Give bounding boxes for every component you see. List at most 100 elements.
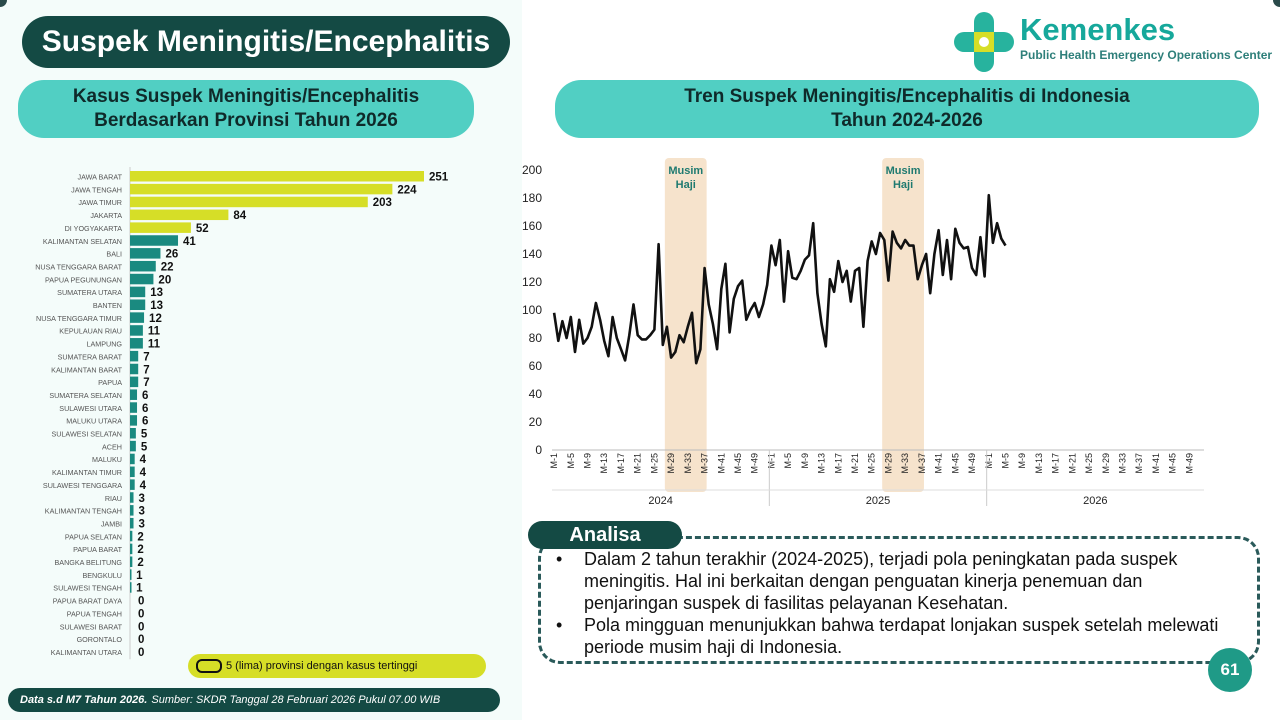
logo-name: Kemenkes (1020, 12, 1176, 47)
week-tick-label: M-45 (950, 453, 960, 474)
bar-chart-title-line1: Kasus Suspek Meningitis/Encephalitis (72, 86, 420, 107)
province-bar (130, 363, 139, 375)
province-bar (130, 402, 138, 413)
bar-chart-title-line2: Berdasarkan Provinsi Tahun 2026 (94, 110, 398, 131)
province-label: SULAWESI TENGGARA (43, 481, 122, 490)
y-tick-label: 180 (522, 191, 542, 205)
province-bar (130, 492, 134, 503)
bar-value-label: 6 (142, 403, 148, 415)
bar-value-label: 1 (136, 570, 143, 582)
week-tick-label: M-13 (817, 453, 827, 474)
province-bar (130, 466, 135, 478)
bar-value-label: 7 (143, 364, 149, 376)
analysis-box (538, 536, 1260, 664)
province-bar (130, 196, 368, 208)
y-tick-label: 100 (522, 303, 542, 317)
province-label: SULAWESI TENGAH (53, 584, 122, 593)
province-label: PAPUA (98, 378, 122, 387)
province-label: JAWA BARAT (78, 173, 123, 182)
bar-value-label: 3 (139, 518, 145, 530)
province-label: SULAWESI UTARA (59, 404, 122, 413)
hajj-band-label: Haji (893, 179, 913, 191)
bar-value-label: 11 (148, 326, 161, 338)
province-label: KALIMANTAN UTARA (51, 648, 122, 657)
province-label: PAPUA PEGUNUNGAN (45, 275, 122, 284)
bar-value-label: 0 (138, 634, 144, 646)
province-label: BALI (106, 250, 122, 259)
week-tick-label: M-33 (683, 453, 693, 474)
province-bar (130, 338, 143, 349)
province-label: NUSA TENGGARA BARAT (35, 262, 122, 271)
bar-value-label: 224 (397, 184, 417, 196)
week-tick-label: M-13 (1034, 453, 1044, 474)
week-tick-label: M-21 (850, 453, 860, 474)
bar-value-label: 84 (233, 210, 246, 222)
province-bar (130, 543, 133, 555)
data-source-footer: Data s.d M7 Tahun 2026. Sumber: SKDR Tan… (8, 688, 500, 712)
kemenkes-logo-icon (954, 12, 1014, 72)
bar-value-label: 26 (165, 249, 178, 261)
week-tick-label: M-29 (666, 453, 676, 474)
bar-value-label: 20 (158, 274, 171, 286)
y-tick-label: 20 (529, 415, 543, 429)
corner-dot (0, 0, 7, 7)
bar-value-label: 4 (140, 480, 147, 492)
province-bar (130, 350, 139, 362)
week-tick-label: M-17 (1051, 453, 1061, 474)
page-number: 61 (1208, 648, 1252, 692)
province-label: KALIMANTAN TIMUR (52, 468, 122, 477)
bar-value-label: 5 (141, 441, 148, 453)
week-tick-label: M-29 (883, 453, 893, 474)
bar-value-label: 7 (143, 377, 149, 389)
footer-bold-text: Data s.d M7 Tahun 2026. (20, 694, 148, 706)
province-label: BANGKA BELITUNG (54, 558, 122, 567)
province-bar (130, 453, 135, 465)
y-tick-label: 200 (522, 163, 542, 177)
province-label: PAPUA TENGAH (67, 609, 122, 618)
bar-chart-title: Kasus Suspek Meningitis/Encephalitis Ber… (18, 80, 474, 138)
province-label: ACEH (102, 442, 122, 451)
legend-marker-icon (196, 659, 222, 673)
kemenkes-logo: Kemenkes Public Health Emergency Operati… (952, 10, 1272, 76)
y-tick-label: 140 (522, 247, 542, 261)
corner-dot (1273, 0, 1280, 7)
province-bar (130, 209, 229, 221)
week-tick-label: M-21 (633, 453, 643, 474)
province-bar (130, 235, 179, 246)
province-bar (130, 415, 138, 426)
y-tick-label: 40 (529, 387, 543, 401)
week-tick-label: M-9 (800, 453, 810, 469)
province-bar (130, 183, 393, 195)
bar-value-label: 22 (161, 261, 174, 273)
province-label: JAMBI (101, 519, 122, 528)
bar-value-label: 0 (138, 596, 144, 608)
province-bar (130, 286, 146, 298)
week-tick-label: M-37 (917, 453, 927, 474)
province-label: NUSA TENGGARA TIMUR (36, 314, 122, 323)
week-tick-label: M-9 (1017, 453, 1027, 469)
province-label: MALUKU (92, 455, 122, 464)
weekly-trend-line-chart: Musim Haji Musim Haji 0 20 40 60 80 100 120 140 160 1… (522, 158, 1204, 507)
y-tick-label: 80 (529, 331, 543, 345)
province-label: KEPULAUAN RIAU (59, 327, 122, 336)
week-tick-label: M-45 (1168, 453, 1178, 474)
province-label: BANTEN (93, 301, 122, 310)
bar-value-label: 13 (150, 300, 163, 312)
province-label: GORONTALO (77, 635, 123, 644)
week-tick-label: M-49 (1184, 453, 1194, 474)
week-tick-label: M-13 (599, 453, 609, 474)
province-bar (130, 312, 145, 323)
province-label: LAMPUNG (86, 340, 122, 349)
bar-value-label: 3 (139, 493, 145, 505)
province-bar (130, 517, 134, 529)
hajj-season-band (882, 158, 924, 492)
province-label: SULAWESI SELATAN (51, 430, 122, 439)
hajj-band-label: Musim (668, 165, 703, 177)
bar-value-label: 3 (139, 506, 145, 518)
y-tick-label: 60 (529, 359, 543, 373)
bar-value-label: 6 (142, 416, 148, 428)
bar-value-label: 11 (148, 339, 161, 351)
week-tick-label: M-37 (700, 453, 710, 474)
province-bar (130, 440, 136, 452)
